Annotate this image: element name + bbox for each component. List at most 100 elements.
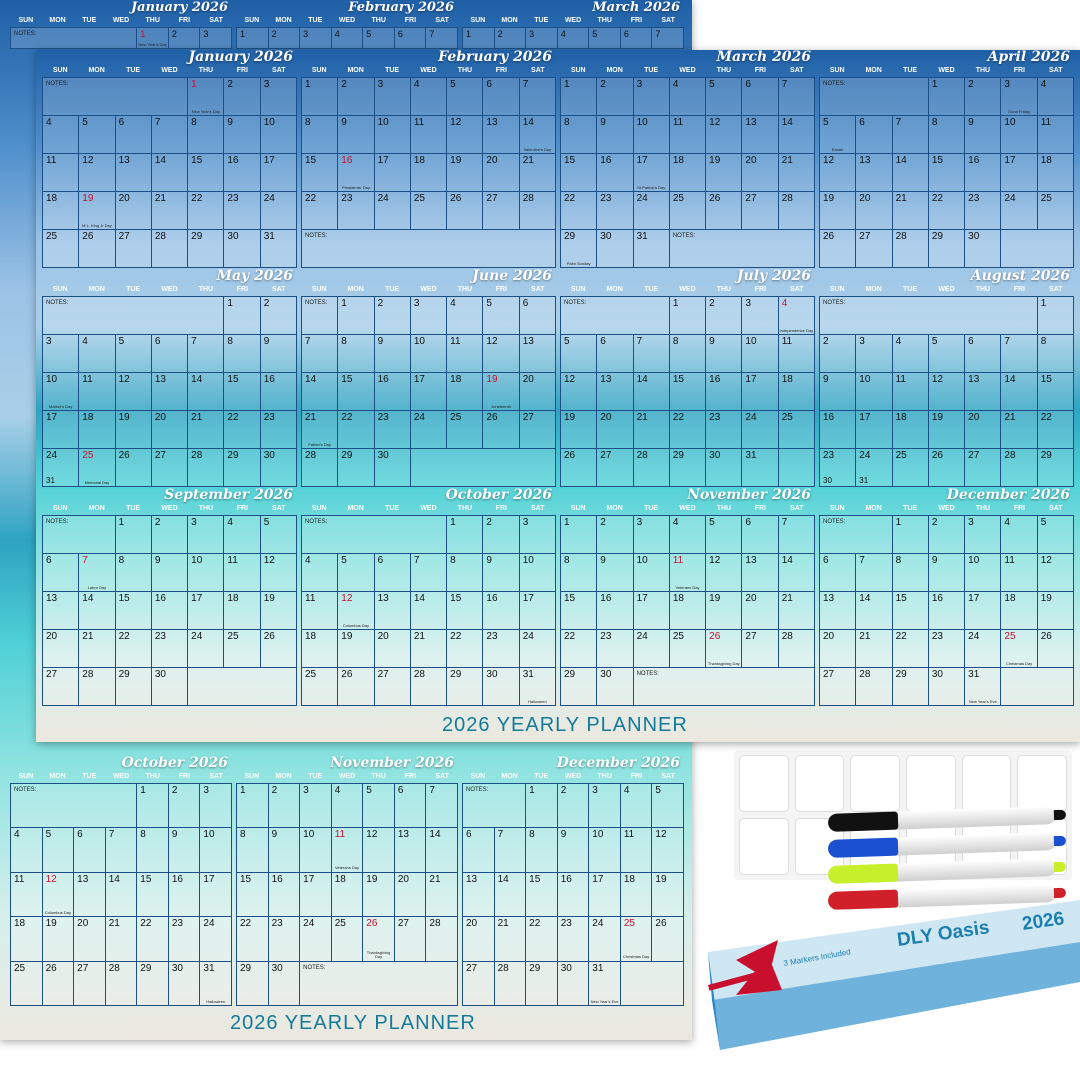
- weekday-label: THU: [597, 773, 612, 780]
- day-cell: 3: [965, 516, 1002, 554]
- holiday-label: Thanksgiving Day: [707, 660, 740, 666]
- day-number: 11: [895, 374, 906, 385]
- notes-box: [1001, 668, 1074, 706]
- day-cell: 26: [42, 961, 75, 1006]
- day-cell: 21: [856, 630, 893, 668]
- day-cell: 6: [820, 554, 857, 592]
- month-title: August 2026: [970, 268, 1070, 284]
- marker-cap: [827, 811, 899, 832]
- day-cell: 21: [778, 154, 815, 192]
- weekday-label: TUE: [644, 286, 659, 293]
- day-cell: 7: [519, 78, 556, 116]
- day-cell: 28: [302, 449, 339, 487]
- day-number: 19: [118, 412, 130, 423]
- day-cell: 2: [151, 516, 189, 554]
- day-number: 6: [522, 298, 529, 309]
- day-number: 1: [140, 785, 146, 796]
- day-number: 6: [77, 829, 83, 841]
- day-number: 15: [564, 155, 576, 166]
- day-cell: 13: [374, 592, 411, 630]
- day-number: 9: [968, 117, 974, 128]
- day-cell: 29: [561, 668, 598, 706]
- weekday-label: MON: [88, 286, 105, 293]
- month-title: February 2026: [348, 0, 454, 15]
- day-cell: 20: [483, 154, 520, 192]
- day-number: 10: [46, 374, 58, 385]
- day-number: 27: [968, 450, 980, 461]
- day-number: 18: [14, 918, 26, 930]
- day-cell: 24: [188, 630, 225, 668]
- day-number: 20: [522, 374, 534, 385]
- day-number: 29: [895, 669, 907, 680]
- month-title: March 2026: [592, 0, 680, 15]
- day-cell: 7: [105, 828, 138, 873]
- day-cell: 29: [1037, 449, 1074, 487]
- day-number: 7: [305, 336, 311, 347]
- day-number: 6: [859, 117, 865, 128]
- day-number: 11: [672, 117, 684, 128]
- day-cell: 14: [188, 373, 225, 411]
- day-cell: 24: [589, 917, 621, 962]
- day-number: 19: [450, 155, 462, 166]
- day-cell: 23: [965, 192, 1002, 230]
- day-cell: 22: [237, 917, 269, 962]
- weekday-label: FRI: [630, 17, 643, 24]
- day-cell: 3: [519, 516, 556, 554]
- day-cell: 15: [892, 592, 929, 630]
- holiday-label: New Year's Day: [138, 41, 167, 47]
- day-cell: 27: [965, 449, 1002, 487]
- day-number: 4: [305, 555, 311, 566]
- holiday-label: Halloween: [528, 698, 547, 704]
- day-cell: 4: [410, 78, 448, 116]
- month-october: October 2026 SUN MON TUE WED THU FRI SAT NOTES: 1…: [301, 487, 556, 706]
- day-cell: 24: [633, 192, 670, 230]
- day-number: 1: [672, 298, 679, 309]
- day-cell: 1: [669, 297, 707, 335]
- holiday-label: Memorial Day: [84, 479, 110, 485]
- day-number: 6: [623, 29, 629, 39]
- day-number: 27: [600, 450, 612, 461]
- day-number: 1: [450, 517, 456, 528]
- day-number: 28: [895, 231, 907, 242]
- notes-box: NOTES:: [820, 297, 1038, 335]
- day-cell: 21: [494, 917, 527, 962]
- day-cell: 29: [224, 449, 261, 487]
- day-number: 29: [191, 231, 203, 242]
- day-number: 16: [968, 155, 980, 166]
- day-number: 23: [968, 193, 980, 204]
- day-cell: 23: [260, 411, 297, 449]
- day-number: 20: [745, 593, 757, 604]
- day-cell: 28: [105, 961, 138, 1006]
- day-cell: 21 Father's Day: [302, 411, 339, 449]
- day-cell: 5: [363, 784, 395, 829]
- notes-box: NOTES:: [820, 516, 893, 554]
- day-number: 26: [118, 450, 130, 461]
- day-cell: 11: [302, 592, 339, 630]
- day-number: 25: [450, 412, 462, 423]
- day-cell: 6: [856, 116, 893, 154]
- overflow-day-number: 31: [46, 476, 55, 485]
- day-cell: 24: [519, 630, 556, 668]
- weekday-label: SUN: [570, 505, 586, 512]
- day-number: 22: [564, 631, 576, 642]
- day-cell: 5: [928, 335, 966, 373]
- day-grid: NOTES: 1 2 3 4 5 6 7 8 9 10 Mother's Day 11 12 13 14 15 1…: [42, 296, 297, 487]
- day-number: 9: [377, 336, 384, 347]
- day-number: 5: [341, 555, 347, 566]
- day-cell: 16: [224, 154, 261, 192]
- weekday-label: WED: [420, 67, 437, 74]
- day-number: 17: [263, 155, 275, 166]
- day-cell: 27: [394, 917, 427, 962]
- day-number: 30: [560, 962, 572, 974]
- day-number: 27: [118, 231, 130, 242]
- day-number: 20: [600, 412, 612, 423]
- sticker-label: [794, 755, 845, 812]
- notes-box: NOTES:: [633, 668, 815, 706]
- weekday-label: THU: [371, 17, 386, 24]
- day-cell: 11 Veterans Day: [331, 828, 364, 873]
- weekday-label: SUN: [52, 286, 68, 293]
- day-cell: 31 Halloween: [200, 961, 232, 1006]
- day-number: 28: [305, 450, 317, 461]
- day-number: 23: [271, 918, 283, 930]
- day-number: 17: [303, 873, 315, 885]
